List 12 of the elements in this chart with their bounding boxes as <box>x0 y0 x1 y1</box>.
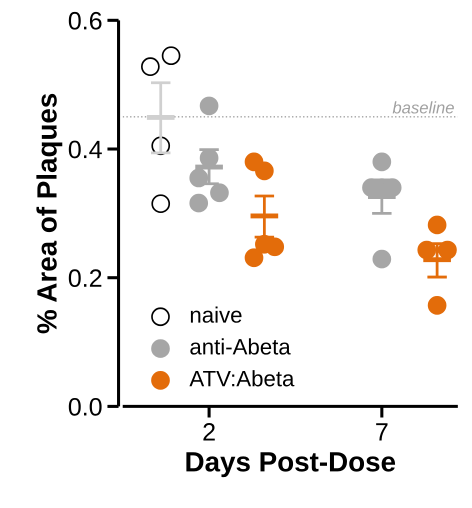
y-tick-label: 0.4 <box>68 140 102 158</box>
y-tick-label: 0.6 <box>68 12 102 30</box>
legend-label: ATV:Abeta <box>189 370 294 386</box>
y-tick-label: 0.0 <box>68 398 102 416</box>
x-tick-label: 7 <box>376 423 388 440</box>
y-axis-title: % Area of Plaques <box>36 94 62 334</box>
legend-label: naive <box>190 306 242 323</box>
x-axis-title: Days Post-Dose <box>186 452 396 478</box>
ref-line-label: baseline <box>392 101 454 114</box>
legend-label: anti-Abeta <box>190 338 291 355</box>
x-tick-label: 2 <box>203 423 215 440</box>
y-tick-label: 0.2 <box>68 269 102 288</box>
